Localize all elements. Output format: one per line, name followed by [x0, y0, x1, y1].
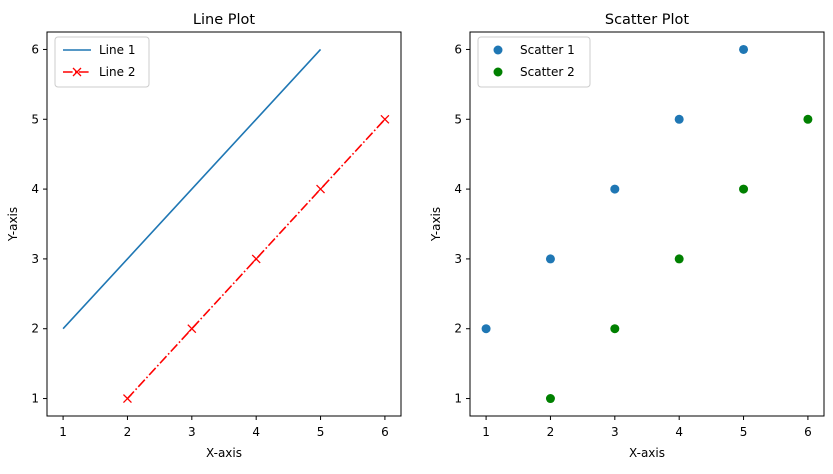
- series-2-line: [126, 118, 386, 400]
- y-tick-label: 3: [31, 252, 39, 266]
- series-2-point: [739, 184, 749, 194]
- legend-label-1: Line 1: [99, 43, 135, 57]
- y-tick-label: 2: [31, 322, 39, 336]
- y-tick-label: 2: [454, 322, 462, 336]
- series-2-marker: [380, 114, 390, 124]
- y-tick-label: 1: [31, 392, 39, 406]
- legend-box: [477, 36, 591, 88]
- series-2-marker: [251, 254, 261, 264]
- x-tick-label: 2: [547, 425, 555, 439]
- y-tick-label: 5: [454, 112, 462, 126]
- x-tick-label: 5: [317, 425, 325, 439]
- series-2-point: [545, 394, 555, 404]
- series-1-point: [481, 324, 491, 334]
- x-tick-label: 5: [740, 425, 748, 439]
- y-tick-label: 6: [454, 42, 462, 56]
- series-2-point: [610, 324, 620, 334]
- series-1-point: [545, 254, 555, 264]
- subplot-2: 1 2 3 4 5 6 1 2 3 4 5 6 Scatter Plot X-axis Y-axis Scat…: [429, 12, 825, 460]
- series-2-marker: [187, 324, 197, 334]
- series-1-point: [674, 114, 684, 124]
- x-tick-label: 6: [804, 425, 812, 439]
- x-tick-label: 2: [124, 425, 132, 439]
- legend-swatch-2: [493, 67, 503, 77]
- series-2-point: [674, 254, 684, 264]
- series-1-point: [610, 184, 620, 194]
- x-axis-label: X-axis: [206, 446, 242, 460]
- legend-label-2: Line 2: [99, 65, 135, 79]
- axes-frame: [469, 31, 825, 417]
- y-tick-label: 6: [31, 42, 39, 56]
- axes-frame: [46, 31, 402, 417]
- series-2-point: [803, 114, 813, 124]
- legend-label-1: Scatter 1: [520, 43, 575, 57]
- x-axis-label: X-axis: [629, 446, 665, 460]
- chart-title: Line Plot: [193, 12, 255, 28]
- y-tick-label: 5: [31, 112, 39, 126]
- series-1-point: [739, 44, 749, 54]
- legend-label-2: Scatter 2: [520, 65, 575, 79]
- x-tick-label: 3: [188, 425, 196, 439]
- series-2-marker: [316, 184, 326, 194]
- x-tick-label: 1: [482, 425, 490, 439]
- y-axis-label: Y-axis: [429, 207, 443, 242]
- y-tick-label: 3: [454, 252, 462, 266]
- legend-swatch-1: [493, 45, 503, 55]
- legend-marker-2: [72, 67, 82, 77]
- x-tick-label: 1: [59, 425, 67, 439]
- legend: Scatter 1 Scatter 2: [477, 36, 591, 88]
- legend: Line 1 Line 2: [54, 36, 150, 88]
- y-tick-label: 4: [31, 182, 39, 196]
- series-1-line: [62, 48, 322, 330]
- x-tick-label: 4: [675, 425, 683, 439]
- y-tick-label: 4: [454, 182, 462, 196]
- y-axis-label: Y-axis: [6, 207, 20, 242]
- series-2-marker: [122, 394, 132, 404]
- x-tick-label: 4: [252, 425, 260, 439]
- x-tick-label: 6: [381, 425, 389, 439]
- x-tick-label: 3: [611, 425, 619, 439]
- chart-title: Scatter Plot: [605, 12, 690, 28]
- y-tick-label: 1: [454, 392, 462, 406]
